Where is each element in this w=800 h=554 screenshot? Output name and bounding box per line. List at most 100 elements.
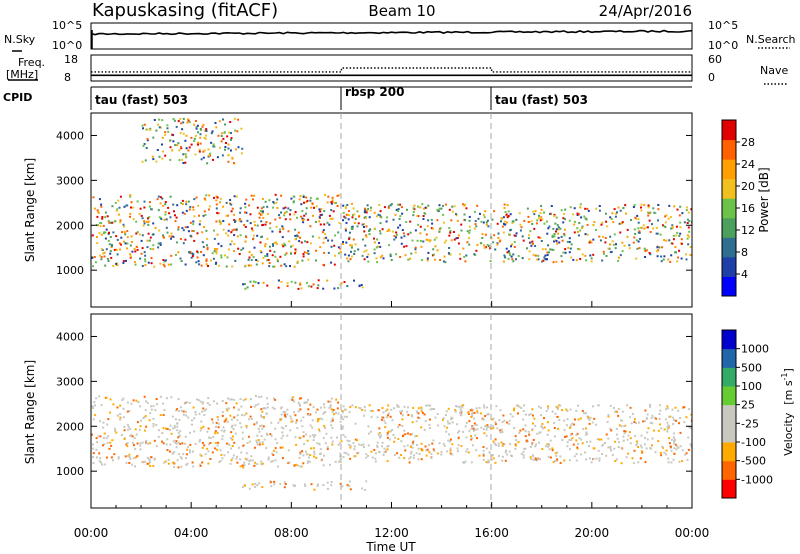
echo-cell (607, 415, 610, 418)
echo-cell (168, 235, 171, 238)
echo-cell (553, 215, 556, 218)
echo-cell (618, 256, 620, 259)
echo-cell (353, 222, 356, 224)
echo-cell (330, 202, 333, 205)
echo-cell (470, 435, 472, 437)
echo-cell (230, 426, 233, 429)
echo-cell (501, 431, 504, 434)
echo-cell (216, 402, 218, 405)
echo-cell (260, 424, 263, 427)
echo-cell (182, 229, 185, 232)
echo-cell (511, 455, 513, 458)
echo-cell (375, 257, 378, 260)
echo-cell (271, 452, 274, 455)
echo-cell (291, 399, 294, 401)
echo-cell (386, 432, 389, 435)
echo-cell (161, 119, 164, 122)
echo-cell (241, 147, 244, 150)
echo-cell (428, 418, 431, 421)
echo-cell (100, 404, 103, 407)
echo-cell (279, 446, 282, 449)
echo-cell (609, 404, 612, 407)
echo-cell (455, 213, 457, 216)
power-colorbar-swatch (722, 159, 736, 180)
echo-cell (314, 434, 317, 437)
echo-cell (449, 253, 452, 256)
echo-cell (466, 241, 469, 244)
echo-cell (358, 284, 361, 287)
echo-cell (272, 244, 274, 247)
echo-cell (181, 199, 184, 202)
echo-cell (679, 445, 682, 448)
echo-cell (182, 117, 185, 120)
echo-cell (544, 248, 547, 251)
echo-cell (344, 216, 347, 219)
echo-cell (450, 219, 453, 222)
echo-cell (524, 430, 527, 433)
echo-cell (111, 221, 114, 224)
echo-cell (557, 228, 560, 231)
echo-cell (223, 430, 226, 433)
echo-cell (263, 407, 266, 410)
echo-cell (133, 261, 136, 263)
echo-cell (349, 405, 352, 408)
echo-cell (410, 252, 413, 255)
echo-cell (588, 445, 590, 448)
echo-cell (188, 451, 191, 454)
echo-cell (224, 123, 226, 126)
echo-cell (176, 422, 179, 425)
echo-cell (301, 425, 304, 428)
echo-cell (578, 234, 580, 237)
echo-cell (260, 463, 263, 466)
echo-cell (640, 209, 643, 212)
echo-cell (319, 448, 322, 451)
echo-cell (567, 246, 570, 249)
echo-cell (440, 450, 443, 453)
echo-cell (206, 244, 208, 247)
echo-cell (117, 414, 120, 417)
echo-cell (615, 212, 617, 215)
echo-cell (234, 129, 237, 132)
echo-cell (540, 426, 543, 428)
echo-cell (421, 203, 424, 206)
echo-cell (136, 200, 139, 203)
echo-cell (274, 255, 277, 258)
echo-cell (605, 212, 607, 215)
echo-cell (309, 242, 312, 245)
echo-cell (98, 231, 101, 234)
echo-cell (482, 449, 485, 452)
echo-cell (403, 457, 406, 460)
echo-cell (343, 408, 346, 411)
echo-cell (498, 419, 501, 422)
echo-cell (318, 220, 321, 223)
echo-cell (672, 234, 675, 237)
echo-cell (678, 422, 680, 425)
echo-cell (249, 222, 252, 225)
echo-cell (494, 423, 497, 426)
echo-cell (206, 237, 209, 240)
echo-cell (205, 260, 208, 263)
echo-cell (319, 246, 322, 249)
echo-cell (312, 447, 315, 450)
echo-cell (518, 405, 521, 408)
echo-cell (179, 456, 182, 459)
echo-cell (668, 204, 671, 207)
echo-cell (506, 204, 509, 206)
echo-cell (343, 215, 346, 218)
echo-cell (365, 217, 367, 220)
echo-cell (125, 443, 128, 446)
echo-cell (215, 421, 218, 424)
echo-cell (554, 222, 557, 225)
echo-cell (283, 242, 286, 245)
echo-cell (423, 212, 426, 215)
echo-cell (337, 412, 340, 415)
echo-cell (196, 256, 199, 259)
echo-cell (396, 452, 399, 455)
echo-cell (503, 419, 506, 422)
echo-cell (668, 437, 670, 440)
echo-cell (675, 234, 678, 237)
echo-cell (489, 245, 492, 248)
echo-cell (204, 198, 207, 201)
echo-cell (633, 228, 636, 231)
echo-cell (169, 424, 172, 427)
